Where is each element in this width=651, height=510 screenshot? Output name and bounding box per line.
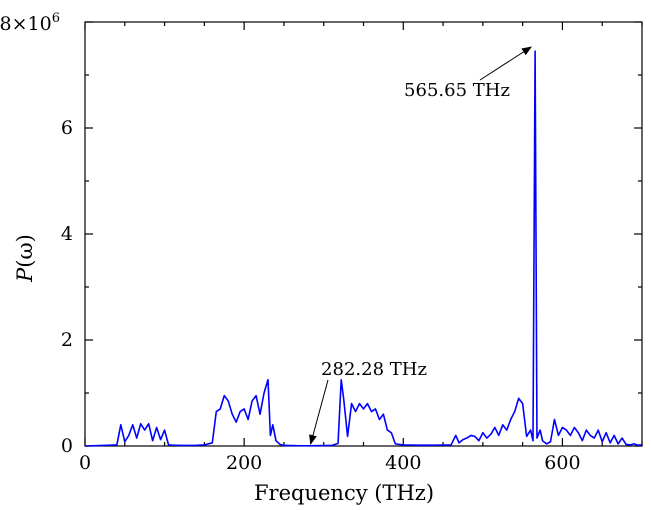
x-tick-label: 600 bbox=[544, 452, 580, 474]
annotation-arrow bbox=[479, 46, 532, 81]
x-tick-label: 0 bbox=[79, 452, 91, 474]
annotation-layer: 565.65 THz 282.28 THz bbox=[309, 46, 532, 445]
annotation-arrow bbox=[309, 379, 329, 445]
series-layer bbox=[84, 50, 643, 447]
x-axis-ticks: 0 200 400 600 bbox=[79, 22, 643, 474]
x-tick-label: 400 bbox=[385, 452, 421, 474]
y-tick-label: 0 bbox=[61, 435, 73, 457]
y-axis-ticks: 0 2 4 6 bbox=[61, 21, 642, 457]
y-tick-label-top: 8×106 bbox=[0, 11, 60, 35]
y-tick-label: 2 bbox=[61, 329, 73, 351]
y-axis-title: P(ω) bbox=[13, 234, 37, 283]
annotation-label: 282.28 THz bbox=[321, 359, 427, 380]
annotation-label: 565.65 THz bbox=[404, 80, 510, 101]
x-tick-label: 200 bbox=[226, 452, 262, 474]
plot-frame bbox=[84, 21, 643, 447]
x-axis-title: Frequency (THz) bbox=[254, 481, 434, 505]
y-tick-label: 6 bbox=[61, 117, 73, 139]
series-line bbox=[84, 50, 643, 447]
plot-area-border bbox=[84, 21, 643, 447]
y-tick-label: 4 bbox=[61, 223, 73, 245]
y-axis-top-label: 8×106 bbox=[0, 11, 60, 35]
